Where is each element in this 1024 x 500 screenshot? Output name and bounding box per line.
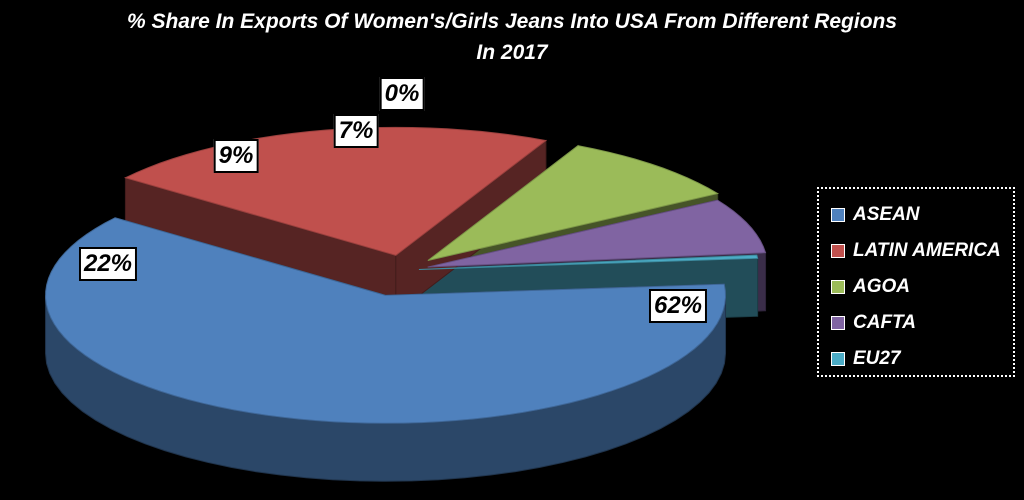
slice-asean [45, 217, 726, 424]
legend-label-asean: ASEAN [853, 204, 920, 225]
data-label-eu27: 0% [379, 77, 425, 111]
legend-item-agoa: AGOA [831, 269, 1013, 305]
legend-swatch-asean [831, 208, 845, 222]
legend-label-agoa: AGOA [853, 276, 910, 297]
chart-title-line1: % Share In Exports Of Women's/Girls Jean… [126, 10, 898, 33]
data-label-latin-america: 22% [78, 247, 138, 281]
legend-label-latin-america: LATIN AMERICA [853, 240, 1001, 261]
legend-swatch-eu27 [831, 352, 845, 366]
data-label-agoa: 9% [213, 139, 259, 173]
legend-swatch-cafta [831, 316, 845, 330]
chart-title-line2: In 2017 [476, 41, 548, 64]
legend-item-latin-america: LATIN AMERICA [831, 233, 1013, 269]
legend: ASEAN LATIN AMERICA AGOA CAFTA EU27 [817, 187, 1015, 377]
slice-agoa [427, 145, 720, 262]
slice-cafta [427, 199, 767, 268]
legend-label-cafta: CAFTA [853, 312, 916, 333]
chart-title: % Share In Exports Of Women's/Girls Jean… [0, 6, 1024, 68]
data-label-asean: 62% [648, 289, 708, 323]
data-label-cafta: 7% [333, 114, 379, 148]
legend-item-asean: ASEAN [831, 197, 1013, 233]
legend-swatch-latin-america [831, 244, 845, 258]
legend-label-eu27: EU27 [853, 348, 901, 369]
slice-eu27 [418, 254, 759, 270]
legend-item-cafta: CAFTA [831, 305, 1013, 341]
legend-swatch-agoa [831, 280, 845, 294]
legend-item-eu27: EU27 [831, 341, 1013, 377]
